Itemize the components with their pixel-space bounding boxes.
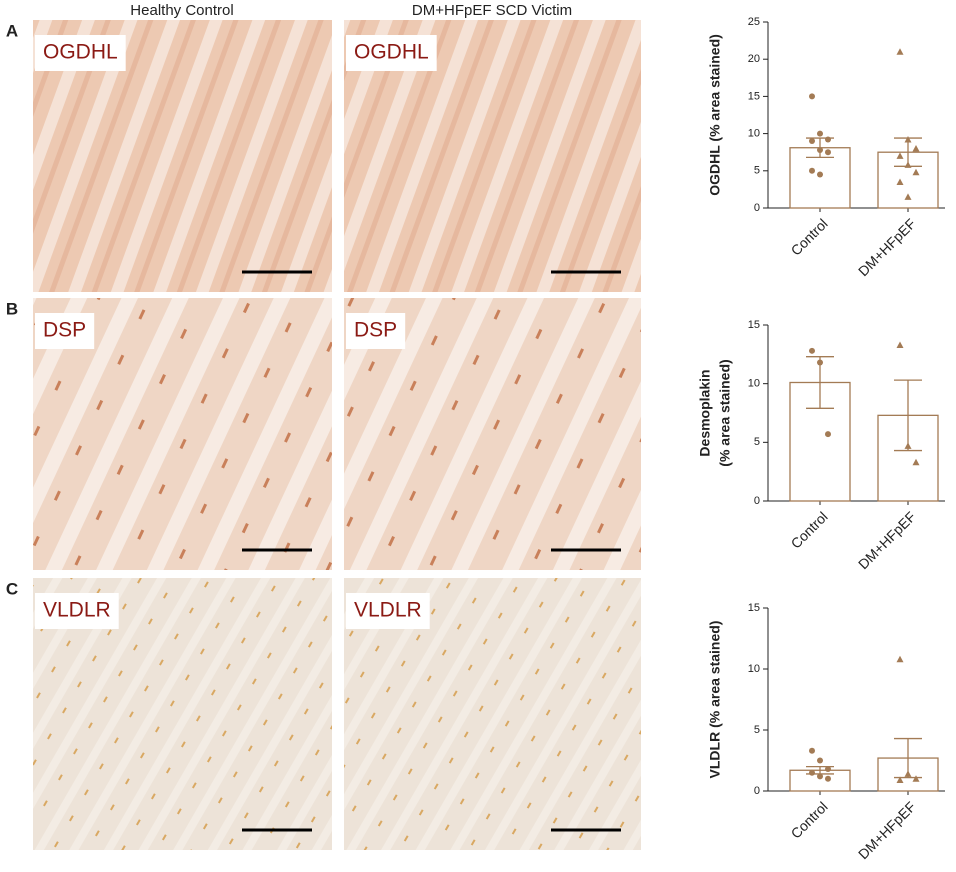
label-box [346,35,437,71]
data-point [825,431,831,438]
y-axis-label: Desmoplakin [697,369,713,456]
stain-label: OGDHL [354,41,429,64]
data-point [825,766,831,773]
x-tick-label: Control [788,215,831,258]
x-tick-label: Control [788,798,831,841]
data-point [817,359,823,366]
data-point [904,770,912,777]
data-point [809,347,815,354]
y-tick-label: 15 [748,90,760,102]
y-axis-label: VLDLR (% area stained) [707,621,723,779]
x-tick-label: DM+HFpEF [855,508,919,572]
data-point [809,93,815,100]
y-tick-label: 10 [748,128,760,140]
label-box [35,593,119,629]
x-tick-label: DM+HFpEF [855,215,919,279]
data-point [896,48,904,55]
stain-label: OGDHL [43,41,118,64]
data-point [809,747,815,754]
label-box [346,593,430,629]
data-point [825,149,831,156]
panel-letter: C [6,579,18,598]
data-point [904,442,912,449]
error-bar [894,379,922,452]
y-tick-label: 15 [748,319,760,331]
data-point [817,146,823,153]
stain-label: DSP [43,319,86,342]
data-point [825,136,831,143]
y-axis-label: (% area stained) [717,359,733,466]
data-point [912,458,920,466]
y-tick-label: 0 [754,202,760,214]
data-point [912,168,920,176]
data-point [809,138,815,145]
y-tick-label: 10 [748,378,760,390]
data-point [896,152,904,159]
y-tick-label: 20 [748,53,760,65]
data-point [809,167,815,174]
data-point [896,776,904,784]
y-axis-label: OGDHL (% area stained) [707,34,723,196]
data-point [817,757,823,764]
panel-letter: A [6,21,18,40]
column-header: DM+HFpEF SCD Victim [412,2,572,19]
y-tick-label: 0 [754,495,760,507]
y-tick-label: 10 [748,663,760,675]
data-point [904,193,912,200]
y-tick-label: 15 [748,602,760,614]
stain-label: VLDLR [354,599,422,622]
data-point [809,769,815,776]
data-point [896,341,904,348]
data-point [896,178,904,185]
column-header: Healthy Control [130,2,233,19]
panel-letter: B [6,299,18,318]
data-point [904,161,912,168]
stain-label: VLDLR [43,599,111,622]
data-point [912,144,920,152]
data-point [896,655,904,663]
data-point [817,773,823,780]
x-tick-label: Control [788,508,831,551]
y-tick-label: 5 [754,724,760,736]
data-point [912,775,920,782]
y-tick-label: 25 [748,16,760,28]
y-tick-label: 5 [754,165,760,177]
data-point [825,775,831,782]
data-point [817,130,823,137]
label-box [35,313,95,349]
data-point [904,136,912,143]
y-tick-label: 0 [754,785,760,797]
label-box [346,313,406,349]
data-point [817,171,823,178]
label-box [35,35,126,71]
x-tick-label: DM+HFpEF [855,798,919,862]
stain-label: DSP [354,319,397,342]
y-tick-label: 5 [754,436,760,448]
